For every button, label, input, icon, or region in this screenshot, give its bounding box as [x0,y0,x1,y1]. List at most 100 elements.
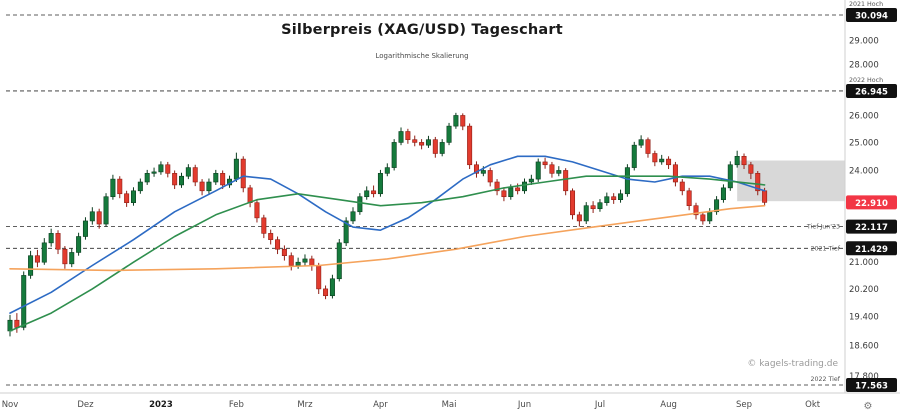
price-level-badge-label: 30.094 [855,12,888,22]
candle [748,161,754,180]
x-axis-label-okt[interactable]: Okt [805,400,821,410]
candle [62,246,68,269]
candle [82,217,88,240]
candle [261,214,267,239]
candle [288,252,294,271]
candle [179,172,185,188]
price-level-badge [846,8,897,22]
candle [398,127,404,146]
x-axis-label-sep[interactable]: Sep [736,400,752,410]
time-axis[interactable] [0,393,900,414]
candle [583,202,589,225]
candle [714,196,720,215]
price-level-badge [846,219,897,234]
candle [494,179,500,196]
candle [7,314,13,337]
x-axis-label-feb[interactable]: Feb [229,400,244,410]
level-note: 2022 Hoch [849,77,883,84]
candle [357,193,363,215]
candle [377,169,383,197]
candle [473,161,479,178]
candle [240,156,246,193]
candle [137,178,143,194]
candle [590,201,596,213]
candle [666,156,672,170]
candle [206,178,212,194]
candle [727,161,733,191]
ma-line-blue[interactable] [9,155,766,314]
candle [268,229,274,245]
settings-gear-icon[interactable]: ⚙ [864,401,873,412]
candle [672,161,678,187]
candle [247,184,253,208]
candle [611,193,617,204]
x-axis-label-nov[interactable]: Nov [2,400,19,410]
candle [34,249,40,268]
highlight-zone[interactable] [737,160,845,202]
candle [96,208,102,229]
candle [453,112,459,129]
candle [89,207,95,225]
candle [124,190,130,207]
candle [542,157,548,169]
price-level-badge-label: 21.429 [855,245,888,255]
candle [110,174,116,200]
price-level-badge-label: 22.910 [855,199,888,209]
x-axis-label-dez[interactable]: Dez [77,400,94,410]
x-axis-label-aug[interactable]: Aug [660,400,677,410]
candle [576,211,582,227]
candle [103,193,109,227]
candle [686,187,692,211]
x-axis-label-apr[interactable]: Apr [373,400,388,410]
candle [323,285,329,300]
price-axis[interactable] [845,0,900,393]
candle [213,169,219,185]
candle [254,199,260,223]
candle [419,139,425,150]
candle [604,192,610,206]
candle [460,113,466,131]
x-axis-label-jun[interactable]: Jun [517,400,531,410]
price-level-badge [846,241,897,256]
candle [570,188,576,220]
ma-line-orange[interactable] [9,204,766,272]
candle [734,150,740,168]
candle [549,161,555,178]
candle [679,179,685,196]
candle [631,141,637,171]
candle [336,239,342,282]
candle [220,170,226,190]
ma-line-green[interactable] [9,175,766,332]
candle [41,238,47,265]
level-note: 2021 Hoch [849,1,883,8]
candle [412,135,418,147]
candle [281,245,287,261]
candle [521,178,527,194]
x-axis-label-mai[interactable]: Mai [442,400,457,410]
price-level-badge [846,83,897,98]
candle [144,169,150,185]
candle [432,136,438,158]
candle [275,236,281,255]
price-level-badge-label: 26.945 [855,87,888,97]
x-axis-label-mrz[interactable]: Mrz [297,400,313,410]
candle [597,199,603,212]
y-axis-tick: 24.000 [849,166,879,176]
x-axis-label-jul[interactable]: Jul [594,400,605,410]
candle [233,152,239,183]
candle [638,135,644,148]
current-price-badge [846,195,897,210]
y-axis-tick: 18.600 [849,342,879,352]
candle [405,128,411,144]
price-level-badge-label: 22.117 [855,223,888,233]
y-axis-tick: 25.000 [849,138,879,148]
candle [487,167,493,187]
candle [199,179,205,196]
x-axis-label-2023[interactable]: 2023 [149,400,173,410]
candle [48,228,54,247]
y-axis-tick: 20.200 [849,285,879,295]
candle [117,176,123,199]
candle [130,187,136,206]
candle [21,271,27,331]
